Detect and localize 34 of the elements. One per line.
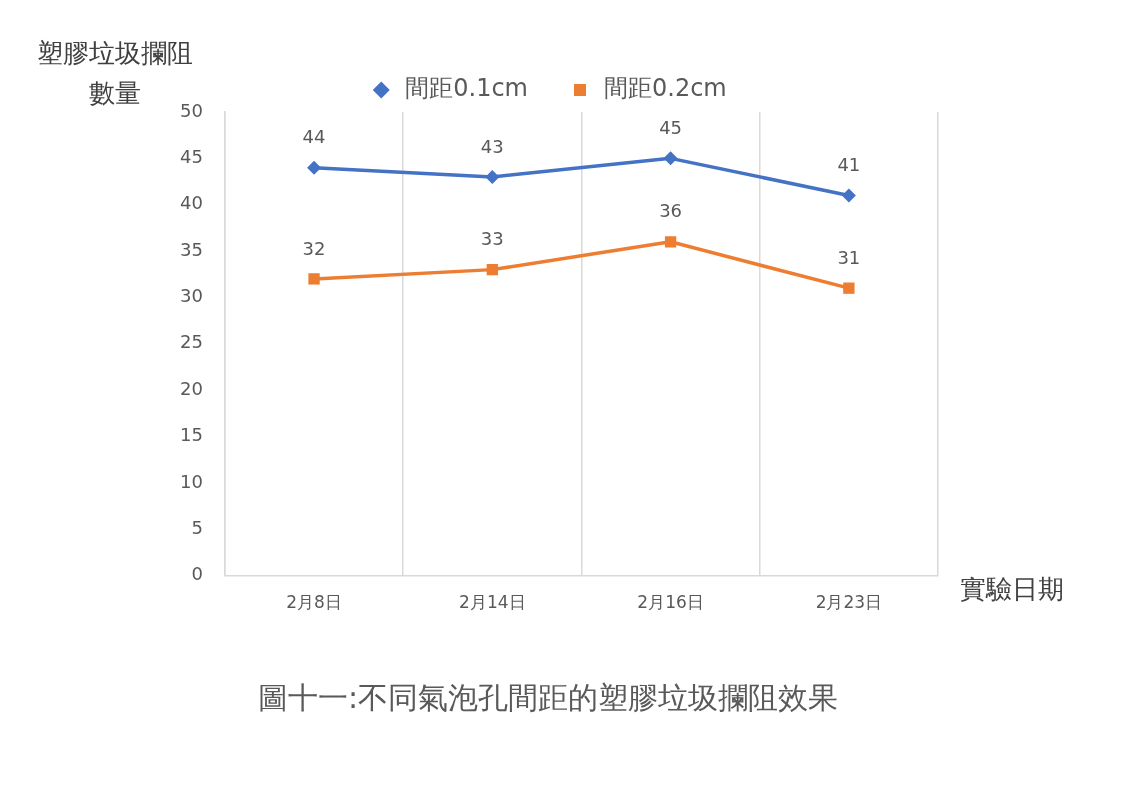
point bbox=[307, 160, 322, 175]
x-tick-label: 2月14日 bbox=[459, 592, 526, 613]
legend-label: 間距0.2cm bbox=[604, 74, 727, 103]
data-label: 36 bbox=[659, 200, 683, 222]
x-tick-label: 2月8日 bbox=[286, 592, 342, 613]
y-tick-label: 20 bbox=[180, 377, 203, 399]
x-tick-label: 2月16日 bbox=[637, 592, 704, 613]
data-label: 43 bbox=[480, 135, 504, 157]
x-axis-title: 實驗日期 bbox=[960, 574, 1064, 605]
point bbox=[663, 151, 678, 166]
y-tick-label: 25 bbox=[180, 331, 203, 353]
y-tick-label: 45 bbox=[180, 146, 203, 168]
y-tick-label: 15 bbox=[180, 424, 203, 446]
y-tick-label: 30 bbox=[180, 285, 203, 307]
y-tick-label: 40 bbox=[180, 192, 203, 214]
y-tick-label: 10 bbox=[180, 470, 203, 492]
data-label: 44 bbox=[302, 126, 326, 148]
point bbox=[841, 188, 856, 203]
data-label: 33 bbox=[480, 228, 504, 250]
y-tick-label: 0 bbox=[191, 563, 203, 585]
data-label: 45 bbox=[659, 117, 683, 139]
y-tick-label: 5 bbox=[191, 516, 203, 538]
legend-label: 間距0.1cm bbox=[405, 74, 529, 103]
text: 圖十一:不同氣泡孔間距的塑膠垃圾攔阻效果 bbox=[257, 679, 839, 715]
data-label: 31 bbox=[837, 246, 861, 268]
data-label: 41 bbox=[837, 154, 861, 176]
data-label: 32 bbox=[302, 237, 326, 259]
point bbox=[843, 282, 855, 294]
point bbox=[486, 263, 498, 276]
point bbox=[485, 169, 500, 184]
x-tick-label: 2月23日 bbox=[815, 592, 883, 613]
point bbox=[664, 236, 677, 248]
point bbox=[308, 273, 320, 285]
y-tick-label: 35 bbox=[180, 238, 203, 260]
